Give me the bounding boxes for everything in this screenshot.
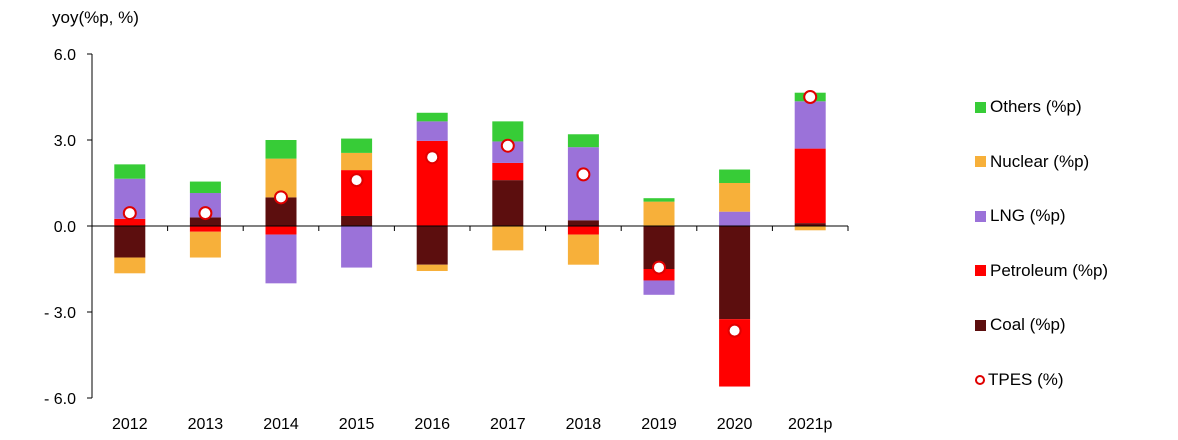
bar-segment-petroleum-2017 — [492, 162, 524, 181]
tpes-marker-2020 — [727, 323, 742, 338]
tpes-marker-2018 — [576, 167, 591, 182]
tpes-marker-2016 — [425, 150, 440, 165]
bar-segment-others-2016 — [416, 112, 448, 122]
tpes-marker-2013 — [198, 206, 213, 221]
tpes-marker-2021p — [803, 90, 818, 104]
bar-segment-nuclear-2020 — [719, 183, 751, 212]
legend-label-tpes: TPES (%) — [988, 369, 1064, 389]
bar-segment-others-2018 — [567, 134, 599, 148]
y-tick-label: 0.0 — [54, 219, 76, 236]
x-tick-label-2021p: 2021p — [788, 416, 833, 433]
bar-segment-nuclear-2015 — [341, 152, 373, 171]
bar-segment-nuclear-2021p — [794, 226, 826, 231]
x-tick-label-2020: 2020 — [717, 416, 753, 433]
bar-segment-others-2014 — [265, 140, 297, 159]
x-tick-label-2014: 2014 — [263, 416, 299, 433]
bar-segment-nuclear-2018 — [567, 234, 599, 265]
bar-segment-lng-2020 — [719, 211, 751, 226]
legend-item-petroleum: Petroleum (%p) — [975, 244, 1175, 299]
bar-segment-petroleum-2014 — [265, 226, 297, 235]
stacked-bar-chart: 6.0 3.0 0.0 - 3.0 - 6.0 2012 2013 2014 2015 2016 2… — [44, 47, 849, 433]
x-tick-label-2018: 2018 — [566, 416, 602, 433]
bar-segment-coal-2012 — [114, 226, 146, 258]
y-tick-label: - 6.0 — [44, 391, 76, 408]
bar-segment-nuclear-2013 — [189, 231, 221, 258]
legend-label-petroleum: Petroleum (%p) — [990, 260, 1109, 280]
legend-item-nuclear: Nuclear (%p) — [975, 135, 1175, 190]
x-tick-label-2016: 2016 — [414, 416, 450, 433]
tpes-marker-2019 — [652, 260, 666, 275]
bar-segment-coal-2018 — [567, 220, 599, 226]
bar-segment-nuclear-2019 — [643, 201, 675, 226]
bar-segment-nuclear-2012 — [114, 257, 146, 274]
legend-swatch-others — [975, 101, 986, 113]
legend-swatch-petroleum — [975, 265, 986, 277]
tpes-marker-2014 — [274, 190, 288, 205]
legend-item-others: Others (%p) — [975, 80, 1175, 135]
legend: Others (%p) Nuclear (%p) LNG (%p) Petrol… — [975, 80, 1175, 407]
bar-segment-petroleum-2021p — [794, 148, 826, 224]
tpes-marker-2017 — [500, 138, 515, 153]
legend-item-coal: Coal (%p) — [975, 298, 1175, 353]
x-tick-label-2015: 2015 — [339, 416, 375, 433]
bar-segment-lng-2014 — [265, 234, 297, 284]
bar-segment-petroleum-2019 — [643, 269, 675, 281]
bar-segment-others-2012 — [114, 164, 146, 179]
legend-item-lng: LNG (%p) — [975, 189, 1175, 244]
legend-item-tpes: TPES (%) — [975, 353, 1175, 408]
x-tick-label-2012: 2012 — [112, 416, 148, 433]
legend-label-others: Others (%p) — [990, 97, 1082, 117]
bar-segment-nuclear-2017 — [492, 226, 524, 251]
legend-label-lng: LNG (%p) — [990, 206, 1066, 226]
legend-swatch-coal — [975, 319, 986, 331]
legend-label-coal: Coal (%p) — [990, 315, 1066, 335]
bar-segment-lng-2019 — [643, 280, 675, 295]
bar-segment-lng-2015 — [341, 226, 373, 268]
x-tick-label-2017: 2017 — [490, 416, 526, 433]
bar-segment-petroleum-2012 — [114, 218, 146, 226]
bar-segment-coal-2017 — [492, 180, 524, 226]
y-axis-title: yoy(%p, %) — [52, 8, 139, 27]
bar-segment-lng-2018 — [567, 147, 599, 221]
bar-segment-coal-2016 — [416, 226, 448, 265]
bar-segment-coal-2015 — [341, 215, 373, 226]
y-tick-label: 6.0 — [54, 47, 76, 64]
bar-segment-lng-2021p — [794, 101, 826, 149]
bar-segment-others-2020 — [719, 169, 751, 183]
bar-segment-others-2017 — [492, 121, 524, 142]
legend-swatch-lng — [975, 210, 986, 222]
legend-marker-tpes — [975, 374, 985, 385]
tpes-marker-2012 — [122, 206, 137, 221]
axes-group: 6.0 3.0 0.0 - 3.0 - 6.0 2012 2013 2014 2015 2016 2… — [44, 47, 849, 433]
tpes-markers-group — [122, 90, 818, 338]
bar-segment-petroleum-2013 — [189, 226, 221, 232]
legend-swatch-nuclear — [975, 156, 986, 168]
bar-segment-others-2013 — [189, 181, 221, 194]
bar-segment-coal-2013 — [189, 217, 221, 226]
bar-segment-coal-2021p — [794, 223, 826, 226]
x-tick-label-2019: 2019 — [641, 416, 677, 433]
bar-segment-petroleum-2018 — [567, 226, 599, 235]
bar-segment-nuclear-2016 — [416, 264, 448, 272]
bars-group — [114, 92, 826, 387]
y-tick-label: - 3.0 — [44, 305, 76, 322]
x-tick-label-2013: 2013 — [188, 416, 224, 433]
bar-segment-others-2015 — [341, 138, 373, 153]
legend-label-nuclear: Nuclear (%p) — [990, 151, 1090, 171]
bar-segment-coal-2020 — [719, 226, 751, 320]
bar-segment-others-2019 — [643, 198, 675, 202]
tpes-marker-2015 — [349, 173, 364, 188]
bar-segment-lng-2016 — [416, 121, 448, 141]
y-tick-label: 3.0 — [54, 133, 76, 150]
